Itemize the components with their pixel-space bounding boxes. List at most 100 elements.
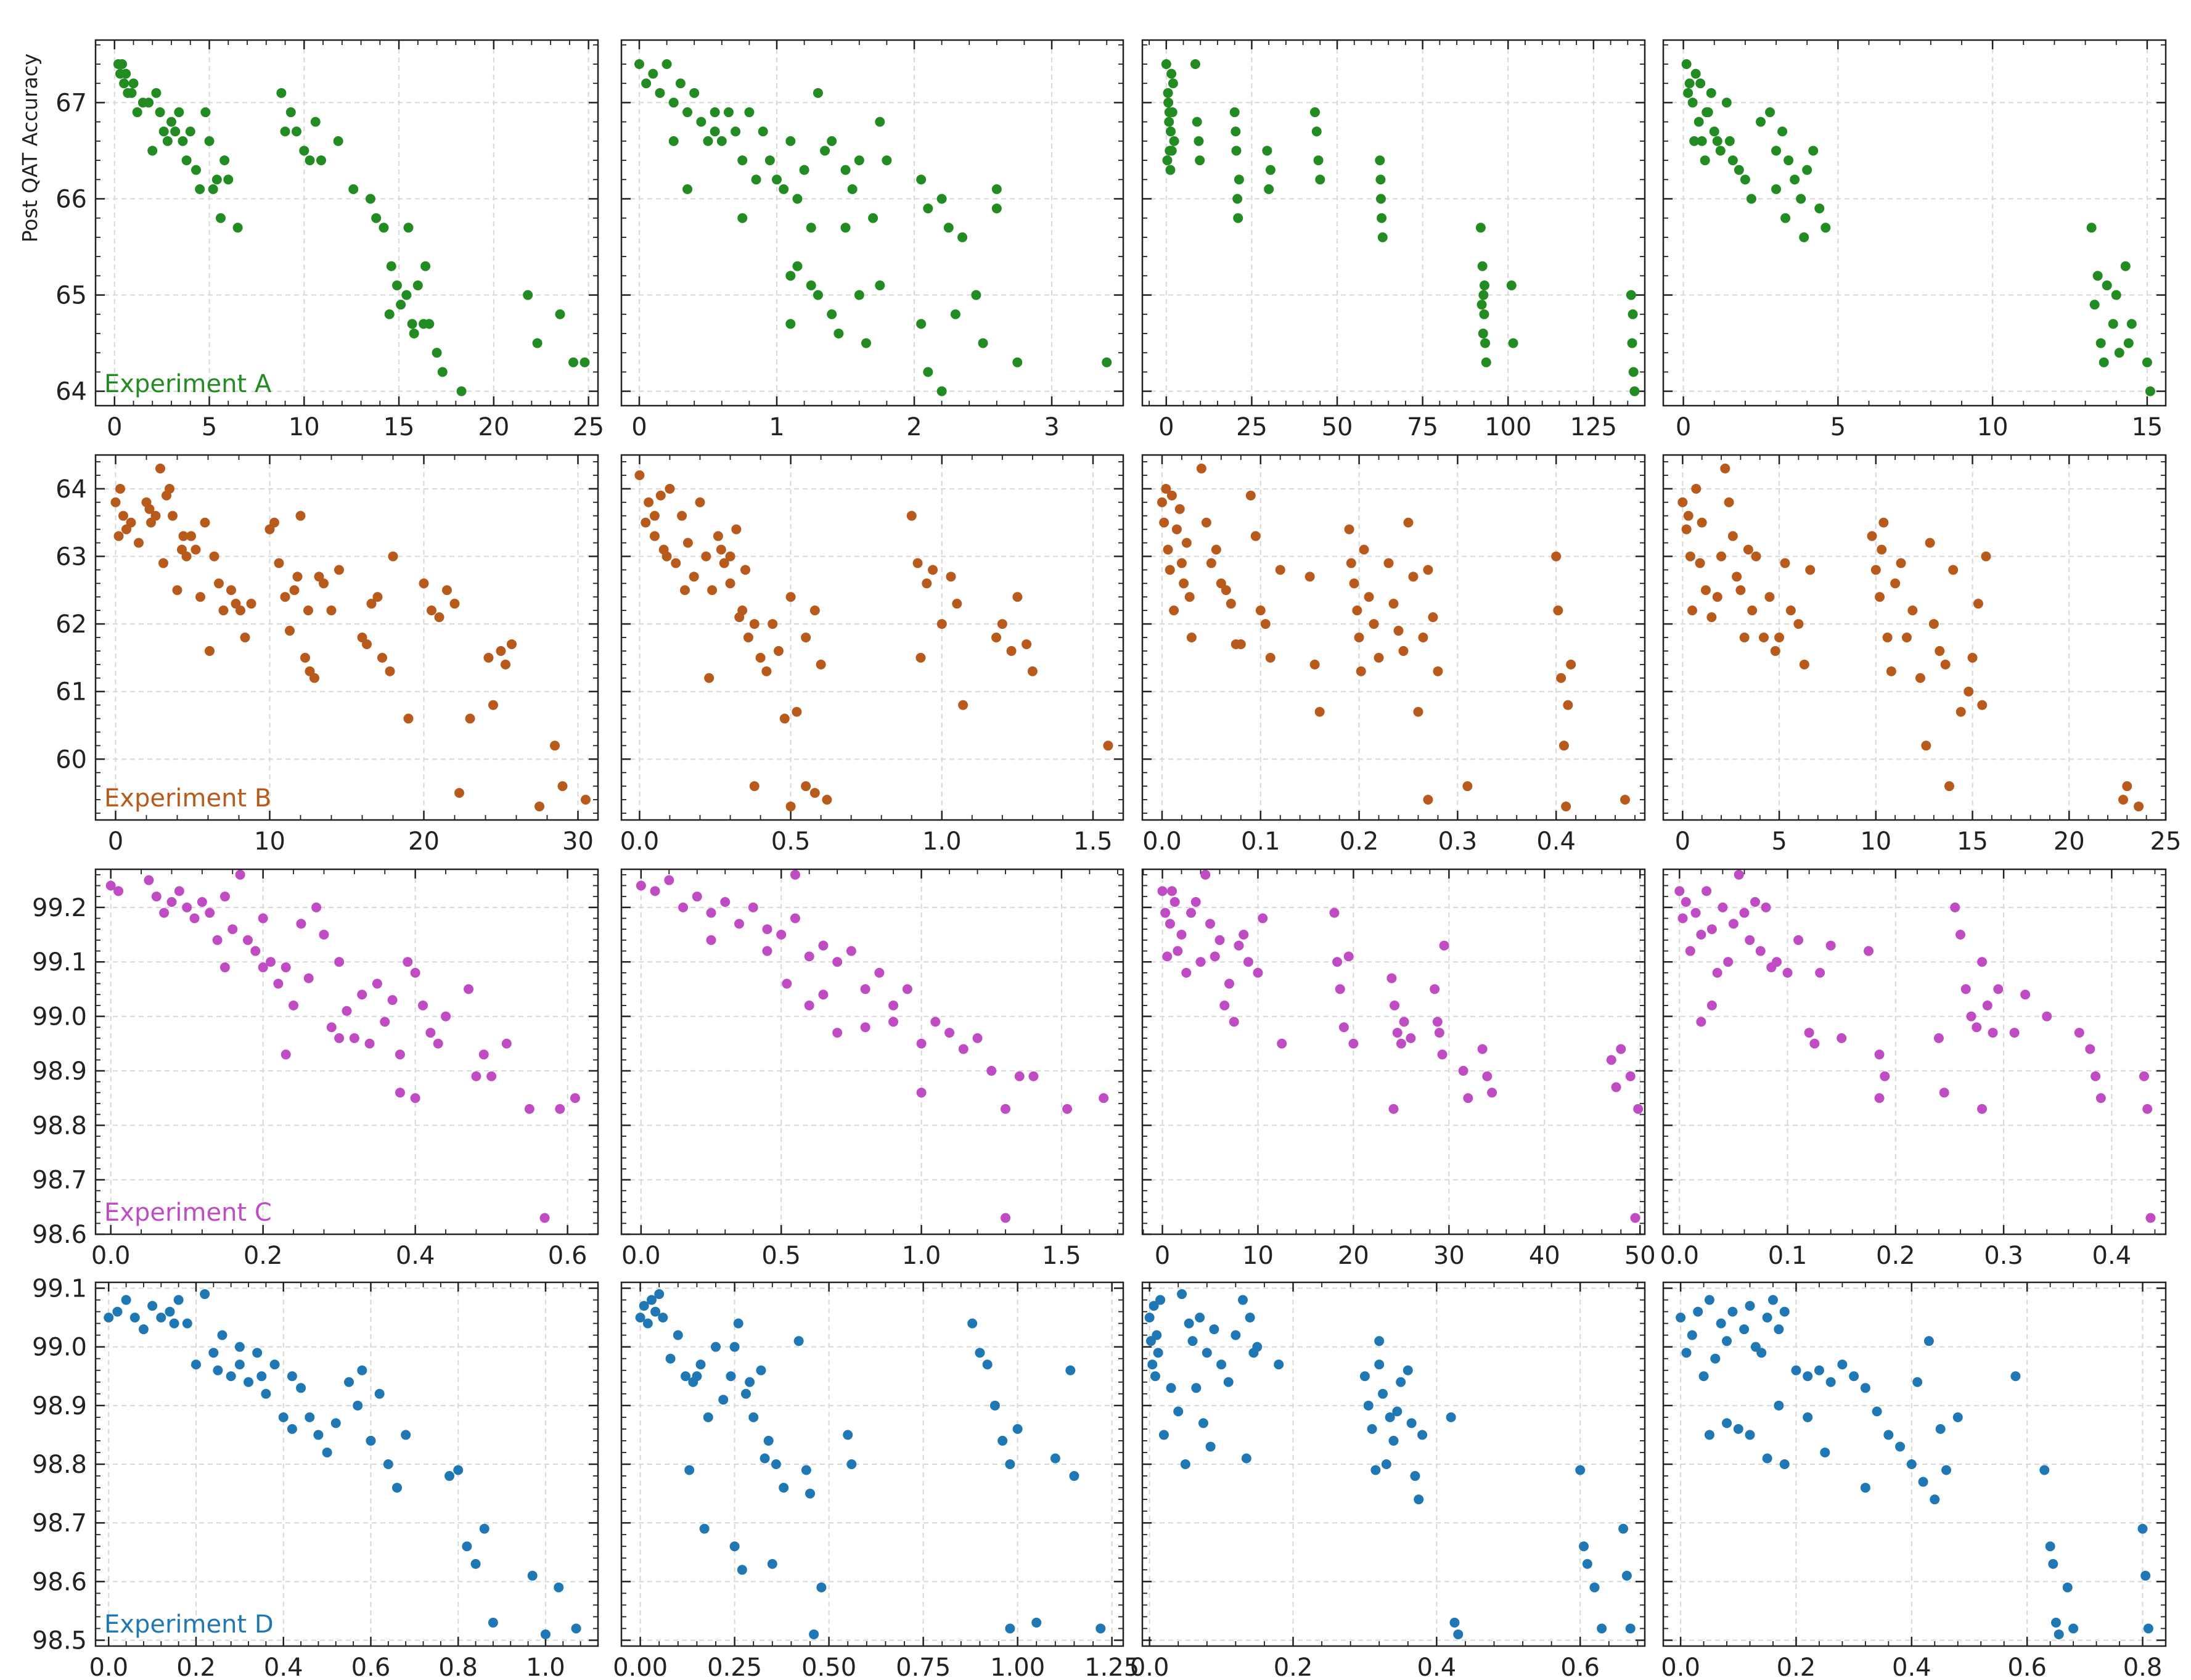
data-point bbox=[417, 1000, 428, 1010]
data-point bbox=[287, 1424, 297, 1434]
data-point bbox=[711, 1342, 721, 1352]
data-point bbox=[1169, 897, 1180, 908]
data-point bbox=[743, 633, 753, 642]
data-point bbox=[269, 517, 279, 528]
data-point bbox=[793, 1336, 804, 1346]
data-point bbox=[806, 223, 816, 233]
y-tick-label: 62 bbox=[55, 610, 87, 639]
subplot-3-0: 0.0 0.2 0.4 0.6 0.8 1.0 98.5 98.6 98.7 98.8 98.9 99… bbox=[32, 1275, 599, 1680]
data-point bbox=[2142, 357, 2152, 367]
data-point bbox=[1378, 1388, 1388, 1399]
data-point bbox=[256, 1371, 267, 1382]
x-tick-label: 0 bbox=[108, 827, 123, 856]
subplot-3-1: 0.00 0.25 0.50 0.75 1.00 1.25 bbox=[613, 1281, 1139, 1680]
data-point bbox=[1690, 908, 1701, 918]
data-point bbox=[173, 1295, 184, 1305]
data-point bbox=[1349, 578, 1359, 589]
data-point bbox=[195, 592, 205, 602]
data-point bbox=[119, 78, 129, 89]
data-point bbox=[1478, 328, 1488, 338]
x-tick-label: 0.2 bbox=[244, 1242, 283, 1270]
data-point bbox=[1628, 367, 1639, 377]
data-point bbox=[1487, 1088, 1497, 1098]
data-point bbox=[1274, 1359, 1284, 1370]
data-point bbox=[2137, 1523, 2148, 1534]
data-point bbox=[681, 1371, 691, 1382]
data-point bbox=[300, 652, 310, 663]
data-point bbox=[2108, 319, 2118, 329]
data-point bbox=[1374, 1359, 1385, 1370]
data-point bbox=[1923, 1336, 1934, 1346]
data-point bbox=[1195, 155, 1205, 166]
data-point bbox=[915, 652, 926, 663]
data-point bbox=[2102, 280, 2112, 290]
x-tick-label: 0.4 bbox=[1417, 1653, 1457, 1680]
data-point bbox=[1001, 1104, 1011, 1114]
data-point bbox=[650, 886, 660, 896]
data-point bbox=[333, 136, 343, 146]
data-point bbox=[888, 1000, 899, 1010]
data-point bbox=[809, 788, 820, 798]
data-point bbox=[128, 78, 139, 89]
data-point bbox=[1883, 1430, 1894, 1440]
data-point bbox=[1693, 117, 1704, 127]
data-point bbox=[1764, 592, 1775, 602]
data-point bbox=[218, 605, 229, 616]
data-point bbox=[534, 801, 544, 812]
data-point bbox=[967, 1318, 978, 1329]
axes-frame bbox=[620, 454, 1124, 821]
data-point bbox=[1161, 59, 1171, 70]
data-point bbox=[1674, 886, 1685, 896]
data-point bbox=[1164, 107, 1174, 118]
data-point bbox=[1069, 1471, 1079, 1481]
data-point bbox=[1820, 223, 1831, 233]
data-point bbox=[1190, 59, 1200, 70]
data-point bbox=[813, 290, 823, 300]
data-point bbox=[1793, 619, 1804, 629]
data-point bbox=[197, 897, 207, 908]
data-point bbox=[570, 1093, 580, 1104]
data-point bbox=[118, 510, 128, 521]
data-point bbox=[305, 1412, 315, 1422]
data-point bbox=[1477, 1044, 1488, 1054]
data-point bbox=[843, 1430, 853, 1440]
data-point bbox=[1392, 1406, 1403, 1417]
data-point bbox=[923, 367, 933, 377]
subplot-1-0: 0 10 20 30 60 61 62 63 64 Experiment B bbox=[55, 454, 599, 856]
data-point bbox=[1245, 1313, 1255, 1323]
data-point bbox=[310, 117, 321, 127]
data-point bbox=[1481, 357, 1491, 367]
data-point bbox=[1014, 1071, 1025, 1081]
data-point bbox=[1463, 1093, 1473, 1104]
data-point bbox=[1808, 145, 1819, 156]
x-tick-label: 20 bbox=[1338, 1242, 1369, 1270]
data-point bbox=[696, 117, 706, 127]
data-point bbox=[1210, 951, 1220, 962]
data-point bbox=[274, 558, 284, 568]
data-point bbox=[1367, 1424, 1377, 1434]
data-point bbox=[384, 309, 395, 319]
data-point bbox=[1211, 544, 1221, 555]
data-point bbox=[1956, 707, 1966, 717]
data-point bbox=[636, 880, 646, 891]
data-point bbox=[1716, 551, 1727, 562]
data-point bbox=[729, 1342, 740, 1352]
data-point bbox=[2118, 795, 2129, 805]
data-point bbox=[117, 59, 128, 70]
x-tick-label: 30 bbox=[1433, 1242, 1465, 1270]
data-point bbox=[1234, 174, 1244, 185]
data-point bbox=[1704, 1430, 1714, 1440]
x-tick-label: 0.0 bbox=[621, 1242, 661, 1270]
data-point bbox=[2045, 1541, 2055, 1552]
data-point bbox=[1770, 645, 1780, 656]
data-point bbox=[1374, 1336, 1385, 1346]
data-point bbox=[1628, 309, 1638, 319]
data-point bbox=[773, 645, 784, 656]
data-point bbox=[158, 126, 169, 137]
data-point bbox=[1434, 1028, 1444, 1038]
data-point bbox=[634, 470, 645, 480]
data-point bbox=[1799, 659, 1809, 670]
data-point bbox=[204, 136, 215, 146]
data-point bbox=[269, 1359, 280, 1370]
data-point bbox=[465, 713, 475, 724]
